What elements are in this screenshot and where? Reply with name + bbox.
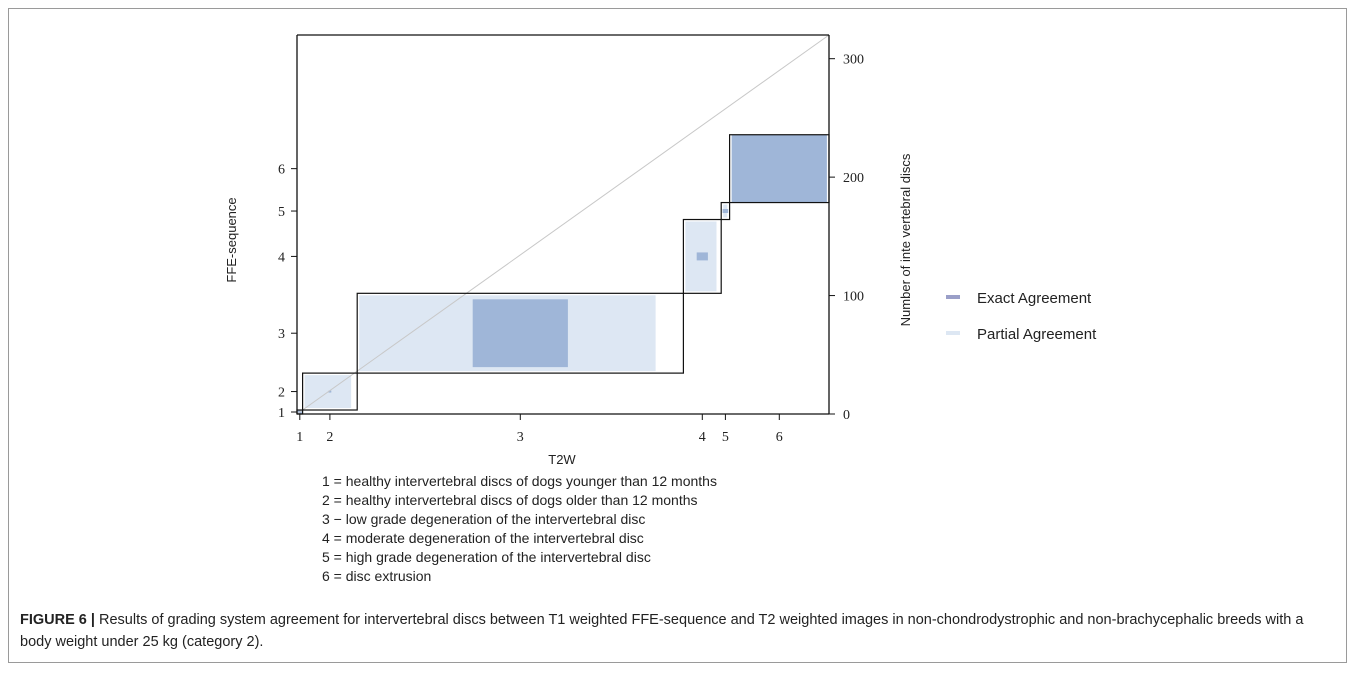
key-line-3: 3 − low grade degeneration of the interv… <box>322 511 645 527</box>
legend-swatch-exact <box>946 295 960 299</box>
figure-frame <box>8 8 1347 663</box>
y-tick-label-1: 1 <box>278 406 285 421</box>
x-axis-title: T2W <box>548 452 576 467</box>
exact-agreement-2 <box>328 390 332 393</box>
axis-layer: 11 2 2 3 3 4 4 5 5 6 6 0 100 200 300 <box>278 34 864 445</box>
exact-agreement-3 <box>472 299 568 368</box>
x-tick-label-1: 1 <box>296 430 303 445</box>
x-tick-label-2: 2 <box>326 430 333 445</box>
figure-caption: FIGURE 6 | Results of grading system agr… <box>20 609 1330 653</box>
y2-tick-label-0: 0 <box>843 408 850 423</box>
category-box-5 <box>720 201 731 221</box>
x-tick-label-4: 4 <box>699 430 706 445</box>
figure-label: FIGURE 6 | <box>20 612 95 628</box>
y-axis-title: FFE-sequence <box>224 197 239 282</box>
legend-label-exact: Exact Agreement <box>977 290 1092 307</box>
diagonal-line <box>296 34 830 415</box>
y2-axis-title: Number of inte vertebral discs <box>898 153 913 326</box>
category-box-2 <box>302 372 358 411</box>
key-line-5: 5 = high grade degeneration of the inter… <box>322 549 651 565</box>
exact-agreement-6 <box>731 134 827 203</box>
key-line-4: 4 = moderate degeneration of the interve… <box>322 530 644 546</box>
category-box-3 <box>356 292 685 374</box>
key-line-2: 2 = healthy intervertebral discs of dogs… <box>322 492 698 508</box>
y-tick-label-6: 6 <box>278 163 285 178</box>
legend-label-partial: Partial Agreement <box>977 326 1097 343</box>
y-tick-label-2: 2 <box>278 386 285 401</box>
figure-caption-text: Results of grading system agreement for … <box>20 612 1304 650</box>
exact-agreement-4 <box>696 252 708 261</box>
legend-swatch-partial <box>946 331 960 335</box>
x-tick-label-5: 5 <box>722 430 729 445</box>
y-tick-label-3: 3 <box>278 327 285 342</box>
legend: Exact Agreement Partial Agreement <box>946 290 1097 343</box>
exact-agreement-5 <box>722 209 729 214</box>
y-tick-label-4: 4 <box>278 250 285 265</box>
x-tick-label-3: 3 <box>517 430 524 445</box>
y2-tick-label-300: 300 <box>843 53 864 68</box>
y2-tick-label-100: 100 <box>843 290 864 305</box>
x-tick-label-6: 6 <box>776 430 783 445</box>
grade-key: 1 = healthy intervertebral discs of dogs… <box>322 473 717 584</box>
plot-layer <box>296 34 830 415</box>
category-box-4 <box>682 218 722 294</box>
y-tick-label-5: 5 <box>278 205 285 220</box>
key-line-1: 1 = healthy intervertebral discs of dogs… <box>322 473 717 489</box>
key-line-6: 6 = disc extrusion <box>322 568 431 584</box>
y2-tick-label-200: 200 <box>843 171 864 186</box>
